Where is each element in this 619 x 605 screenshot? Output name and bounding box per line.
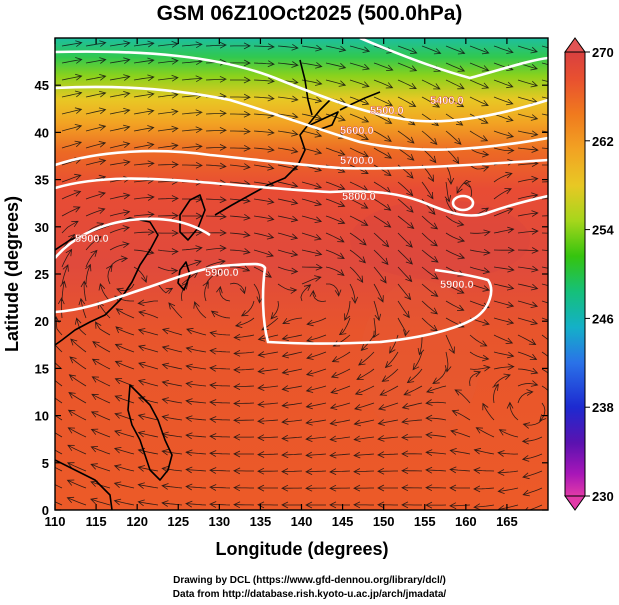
y-tick-label: 10 [35, 409, 49, 424]
coastline-taiwan [177, 261, 191, 291]
x-tick-label: 110 [45, 514, 66, 529]
y-tick-label: 35 [35, 173, 49, 188]
x-tick-label: 120 [126, 514, 148, 529]
colorbar: 270 262 254 246 238 230 [564, 37, 614, 511]
x-tick-label: 155 [414, 514, 436, 529]
coastline-korea [179, 194, 206, 241]
contour-5800 [55, 177, 548, 217]
y-tick-label: 15 [35, 361, 49, 376]
x-tick-label: 150 [373, 514, 395, 529]
colorbar-tick-label: 246 [592, 311, 614, 326]
colorbar-tick-label: 270 [592, 45, 614, 60]
contour-label-5400: 5400.0 [430, 95, 464, 107]
footer-credit-data: Data from http://database.rish.kyoto-u.a… [172, 589, 447, 600]
warm-region [350, 200, 530, 280]
coastline-kurils [339, 91, 381, 111]
y-tick-label: 0 [42, 503, 49, 518]
x-tick-label: 130 [208, 514, 230, 529]
x-tick-label: 115 [86, 514, 107, 529]
height-contours [55, 38, 548, 345]
colorbar-tick-label: 230 [592, 489, 614, 504]
y-tick-label: 5 [42, 456, 49, 471]
contour-label-5900-c: 5900.0 [440, 279, 474, 291]
colorbar-tick-label: 238 [592, 400, 614, 415]
warm-region [360, 280, 480, 440]
y-tick-label: 20 [35, 314, 49, 329]
x-tick-label: 125 [167, 514, 189, 529]
x-axis-label: Longitude (degrees) [215, 539, 388, 559]
colorbar-scale [564, 51, 586, 497]
contour-label-5900-b: 5900.0 [205, 267, 239, 279]
y-tick-label: 25 [35, 267, 49, 282]
x-tick-label: 145 [332, 514, 354, 529]
coastline-borneo [55, 459, 113, 510]
contour-5900-west [55, 217, 211, 259]
x-tick-label: 165 [496, 514, 518, 529]
colorbar-tick-label: 254 [592, 223, 614, 238]
x-tick-label: 140 [291, 514, 313, 529]
coastline-philippines [127, 384, 173, 481]
contour-label-5500: 5500.0 [370, 105, 404, 117]
colorbar-tick-label: 262 [592, 134, 614, 149]
contour-5900-central [55, 262, 493, 345]
colorbar-bottom-arrow [564, 495, 586, 511]
footer-credit-dcl: Drawing by DCL (https://www.gfd-dennou.o… [173, 575, 446, 586]
y-axis-label: Latitude (degrees) [2, 196, 22, 352]
plot-title: GSM 06Z10Oct2025 (500.0hPa) [156, 2, 463, 25]
contour-5500 [55, 50, 548, 123]
y-axis: 0 5 10 15 20 25 30 35 40 45 [35, 78, 548, 518]
contour-5600 [55, 85, 548, 151]
contour-label-5800: 5800.0 [342, 191, 376, 203]
contour-label-5700: 5700.0 [340, 155, 374, 167]
y-tick-label: 30 [35, 220, 49, 235]
y-tick-label: 45 [35, 78, 49, 93]
y-tick-label: 40 [35, 125, 49, 140]
x-tick-label: 135 [250, 514, 272, 529]
x-axis: 110 115 120 125 130 135 140 145 150 155 160 165 [45, 38, 518, 529]
x-tick-label: 160 [455, 514, 477, 529]
contour-5800-closed [451, 194, 475, 212]
contour-5400 [359, 38, 548, 80]
contour-5700 [55, 149, 548, 170]
contour-label-5900-a: 5900.0 [75, 233, 109, 245]
contour-label-5600: 5600.0 [340, 125, 374, 137]
colorbar-top-arrow [564, 37, 586, 53]
